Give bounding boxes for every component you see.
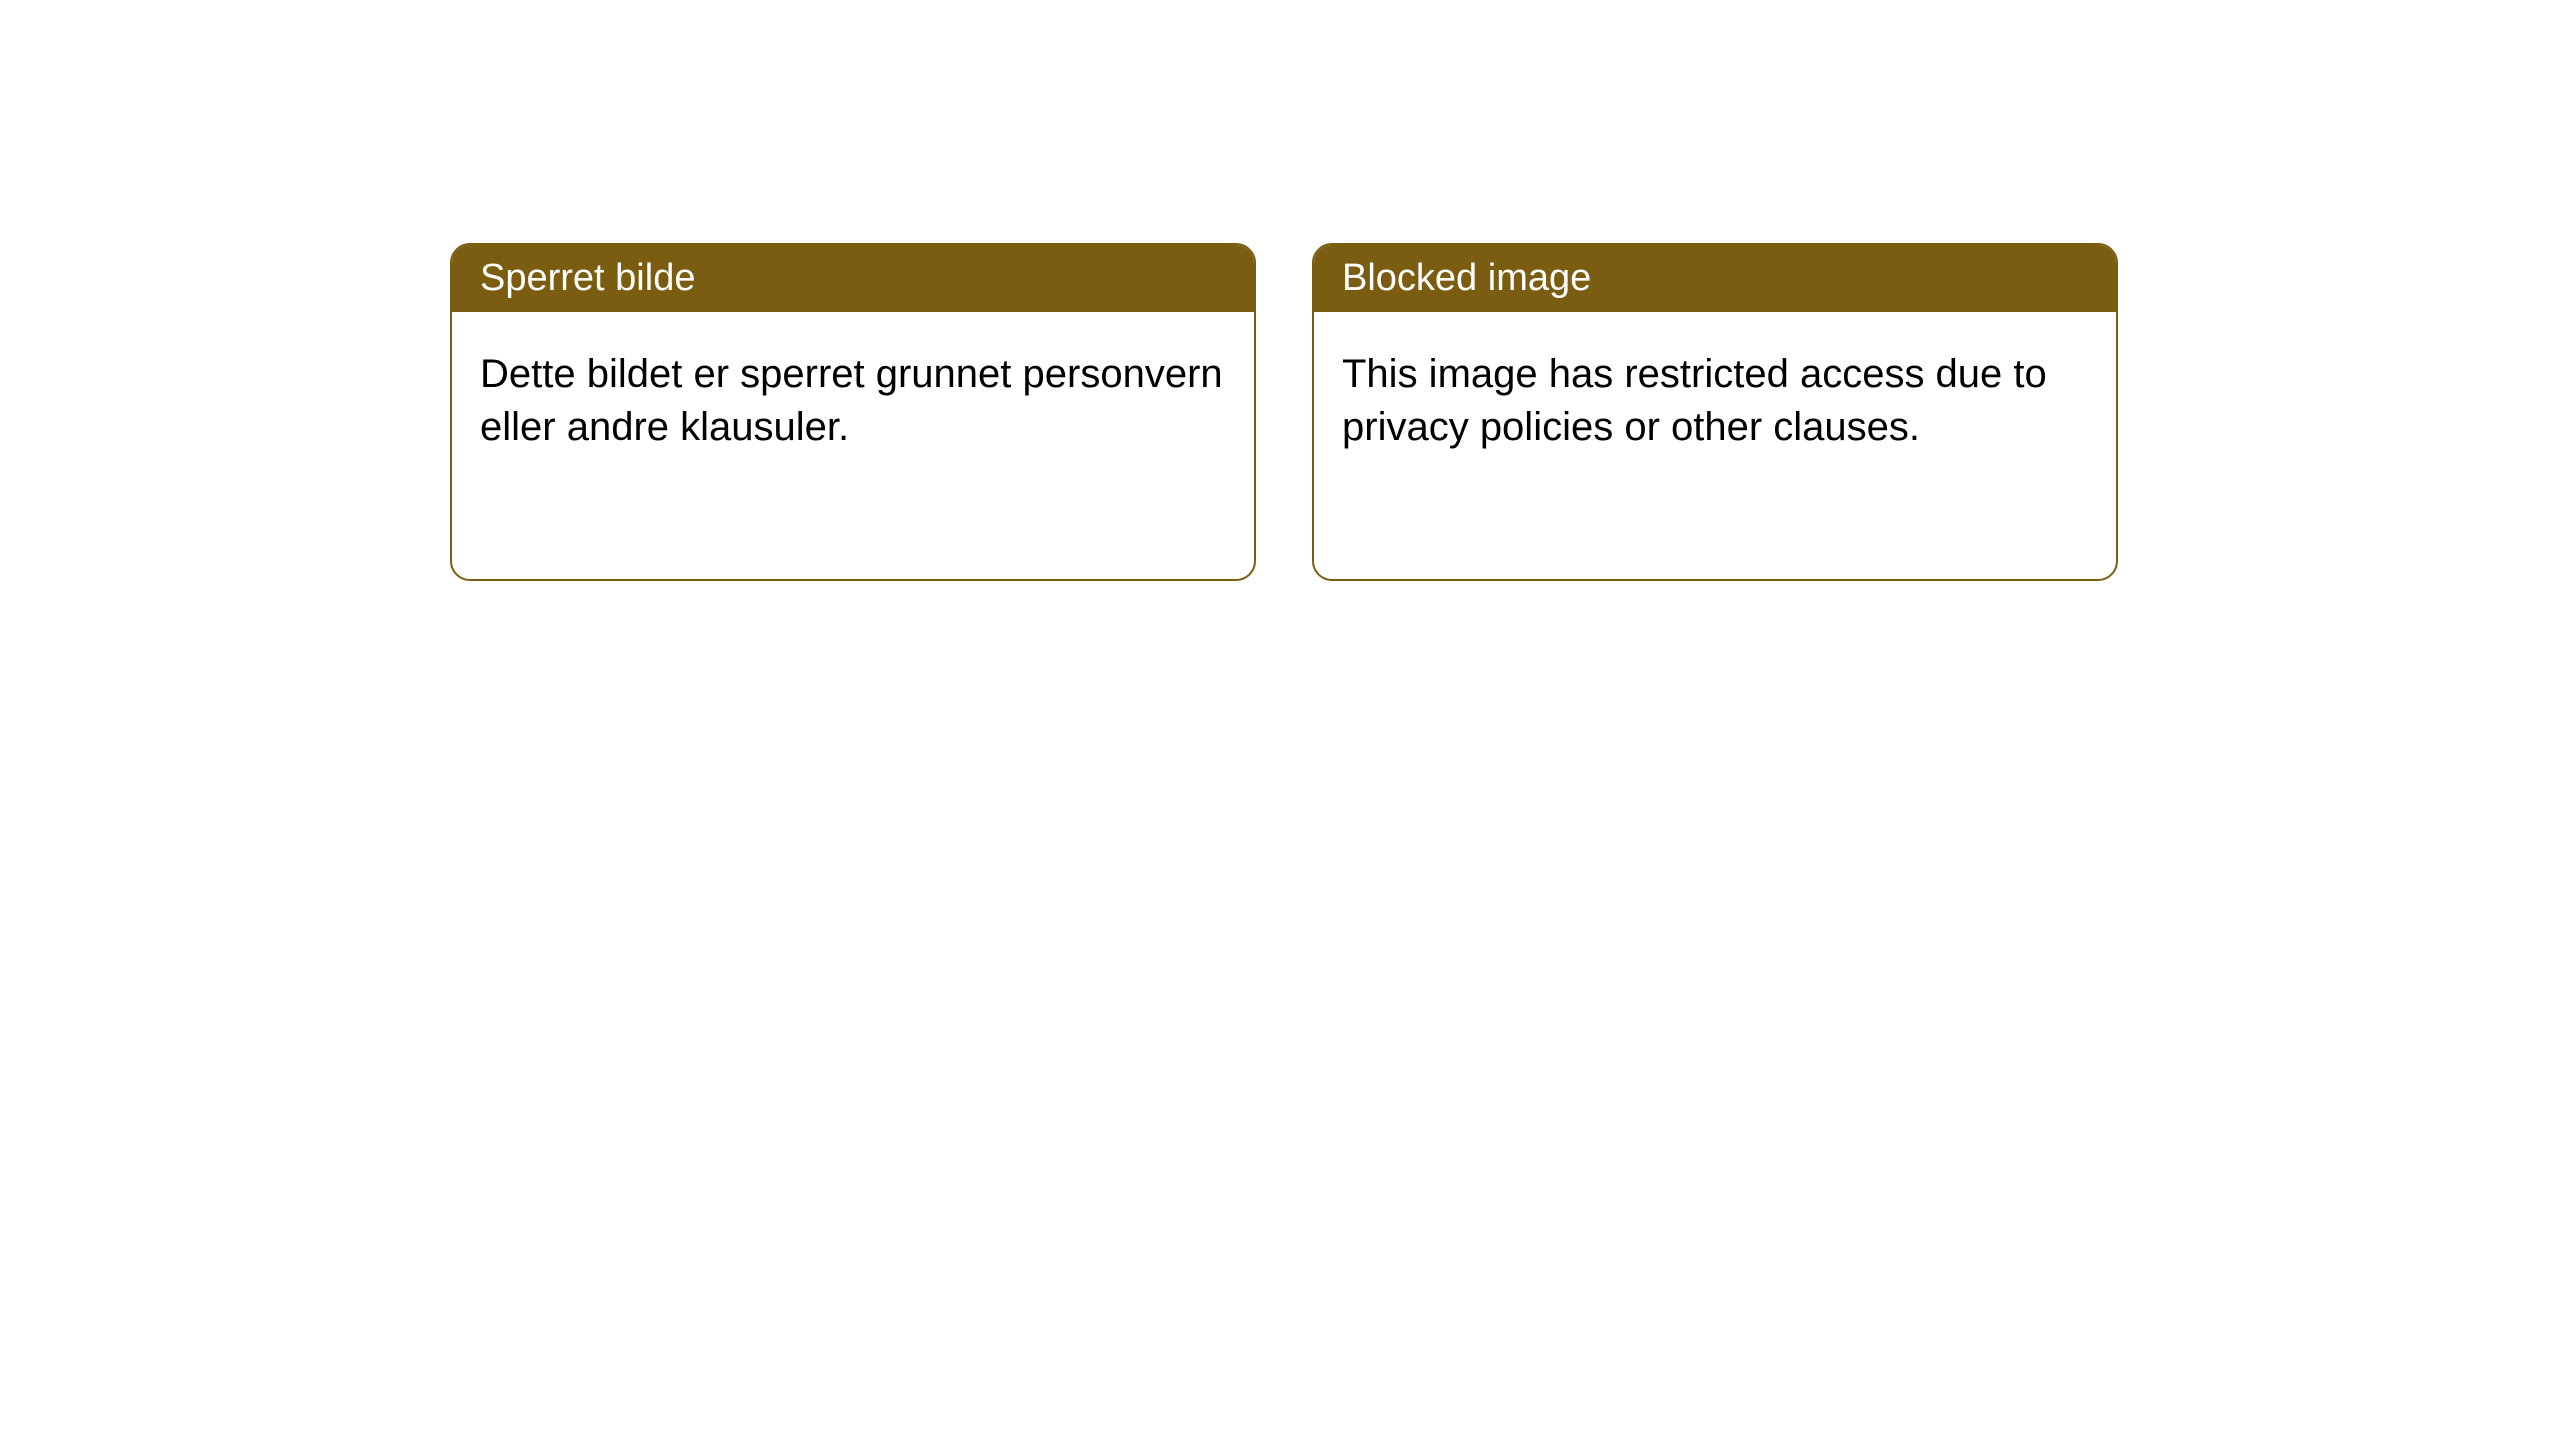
card-body: Dette bildet er sperret grunnet personve…: [452, 312, 1254, 490]
card-title: Sperret bilde: [480, 257, 695, 299]
blocked-image-card-en: Blocked image This image has restricted …: [1312, 243, 2118, 581]
card-body-text: Dette bildet er sperret grunnet personve…: [480, 352, 1223, 449]
card-body-text: This image has restricted access due to …: [1342, 352, 2047, 449]
card-header: Blocked image: [1314, 245, 2116, 312]
card-title: Blocked image: [1342, 257, 1591, 299]
card-header: Sperret bilde: [452, 245, 1254, 312]
blocked-image-card-no: Sperret bilde Dette bildet er sperret gr…: [450, 243, 1256, 581]
notice-container: Sperret bilde Dette bildet er sperret gr…: [450, 243, 2118, 581]
card-body: This image has restricted access due to …: [1314, 312, 2116, 490]
